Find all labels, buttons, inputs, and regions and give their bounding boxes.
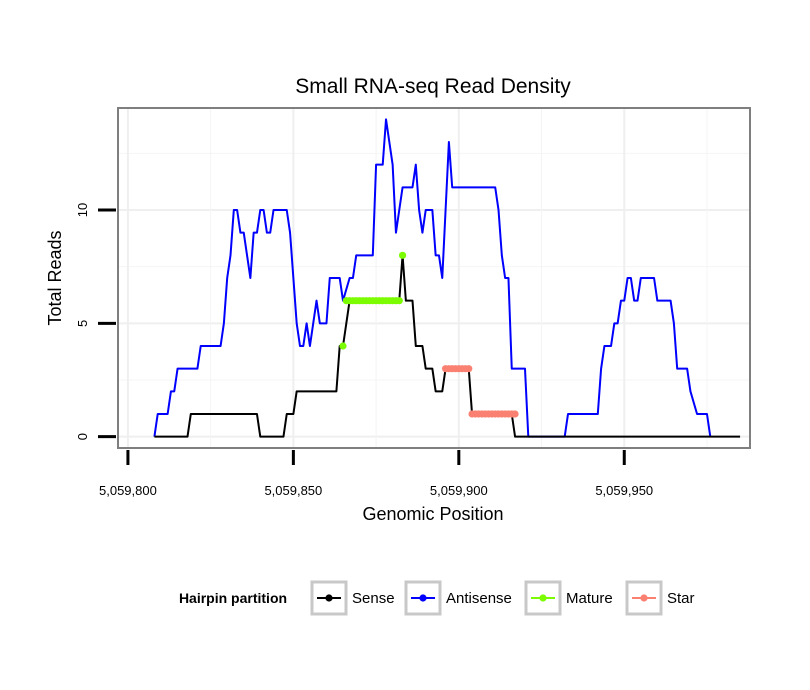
- x-axis-label: Genomic Position: [362, 504, 503, 524]
- y-tick-label: 10: [75, 203, 90, 217]
- grid: [118, 108, 750, 448]
- x-tick-label: 5,059,800: [99, 483, 157, 498]
- x-tick-label: 5,059,900: [430, 483, 488, 498]
- legend-key-point: [640, 594, 648, 602]
- legend-key-point: [419, 594, 427, 602]
- legend-label-mature: Mature: [566, 590, 613, 607]
- legend-title: Hairpin partition: [179, 590, 287, 606]
- legend: Hairpin partition Sense Antisense Mature St…: [179, 580, 695, 616]
- x-tick-label: 5,059,950: [595, 483, 653, 498]
- mature-point: [398, 251, 407, 259]
- y-axis: 0 5 10: [75, 203, 116, 440]
- star-point: [511, 410, 519, 418]
- y-axis-label: Total Reads: [45, 230, 65, 325]
- legend-key-point: [539, 594, 547, 602]
- y-tick-label: 5: [75, 320, 90, 327]
- series-layer: [153, 118, 741, 438]
- mature-point: [339, 342, 347, 350]
- legend-key-point: [325, 594, 333, 602]
- plot-frame: [117, 107, 751, 449]
- legend-label-sense: Sense: [352, 590, 395, 607]
- legend-label-antisense: Antisense: [446, 590, 512, 607]
- y-tick-label: 0: [75, 433, 90, 440]
- x-axis: 5,059,800 5,059,850 5,059,900 5,059,950: [99, 450, 653, 498]
- chart-title: Small RNA-seq Read Density: [295, 75, 571, 98]
- star-point: [465, 365, 473, 373]
- mature-point: [395, 297, 403, 305]
- x-tick-label: 5,059,850: [264, 483, 322, 498]
- antisense-series-line: [153, 118, 712, 438]
- sense-series-line: [154, 254, 741, 438]
- legend-label-star: Star: [667, 590, 695, 607]
